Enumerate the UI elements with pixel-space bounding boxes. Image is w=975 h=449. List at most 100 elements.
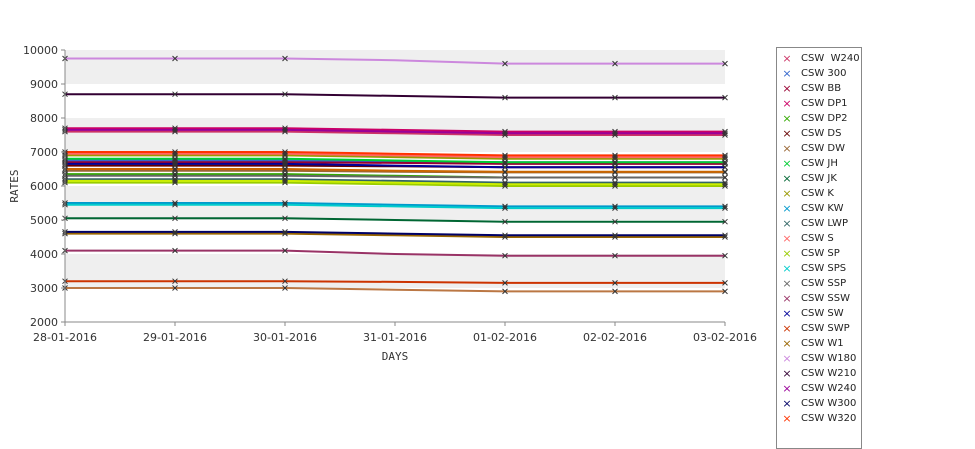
legend-label: CSW SPS xyxy=(801,263,847,274)
y-axis-title: RATES xyxy=(8,169,21,202)
data-point xyxy=(722,203,728,210)
data-point xyxy=(282,178,288,184)
legend-marker-icon: × xyxy=(782,277,792,290)
data-point xyxy=(612,174,618,181)
y-tick-label: 10000 xyxy=(23,44,58,57)
legend-marker-icon: × xyxy=(782,262,792,275)
data-point xyxy=(172,285,178,291)
data-point xyxy=(282,247,288,254)
legend-item: × CSW K xyxy=(777,187,861,201)
data-point xyxy=(282,127,288,133)
data-point xyxy=(282,201,288,208)
legend-item: × CSW W1 xyxy=(777,337,861,351)
legend-label: CSW W320 xyxy=(801,413,857,424)
legend-item: × CSW SSP xyxy=(777,277,861,291)
data-point xyxy=(612,218,618,225)
legend-item: × CSW DP1 xyxy=(777,97,861,111)
legend-marker-icon: × xyxy=(782,232,792,245)
data-point xyxy=(722,164,728,171)
legend-item: × CSW S xyxy=(777,232,861,246)
y-tick-label: 8000 xyxy=(30,112,58,125)
data-point xyxy=(282,55,288,62)
x-tick-label: 02-02-2016 xyxy=(583,331,647,344)
data-point xyxy=(172,178,178,184)
legend-label: CSW 300 xyxy=(801,68,847,79)
legend-item: × CSW DS xyxy=(777,127,861,141)
legend-label: CSW DP1 xyxy=(801,98,848,109)
data-point xyxy=(722,288,728,295)
data-point xyxy=(612,154,618,160)
y-tick-label: 6000 xyxy=(30,180,58,193)
legend: × CSW W240 × CSW 300 × CSW BB × CSW DP1 × CSW DP2… xyxy=(776,47,862,449)
data-point xyxy=(722,218,728,225)
data-point xyxy=(282,150,288,157)
legend-label: CSW JK xyxy=(801,173,837,184)
legend-item: × CSW W300 xyxy=(777,397,861,411)
data-point xyxy=(172,150,178,157)
data-point xyxy=(722,168,728,175)
data-point xyxy=(502,183,508,189)
data-point xyxy=(502,234,508,240)
data-point xyxy=(722,174,728,181)
legend-marker-icon: × xyxy=(782,52,792,65)
rates-line-chart: 2000 3000 4000 5000 6000 7000 8000 9000 10000 28-… xyxy=(8,44,757,363)
legend-item: × CSW SP xyxy=(777,247,861,261)
legend-marker-icon: × xyxy=(782,112,792,125)
y-tick-label: 2000 xyxy=(30,316,58,329)
data-point xyxy=(722,252,728,259)
data-point xyxy=(282,149,288,155)
data-point xyxy=(172,278,178,285)
legend-item: × CSW SSW xyxy=(777,292,861,306)
legend-label: CSW W300 xyxy=(801,398,857,409)
legend-label: CSW SW xyxy=(801,308,844,319)
data-point xyxy=(502,280,508,286)
legend-item: × CSW DP2 xyxy=(777,112,861,126)
data-point xyxy=(172,201,178,208)
legend-item: × CSW JH xyxy=(777,157,861,171)
y-tick-label: 9000 xyxy=(30,78,58,91)
data-point xyxy=(172,55,178,62)
legend-marker-icon: × xyxy=(782,187,792,200)
grid-band xyxy=(65,50,725,84)
legend-marker-icon: × xyxy=(782,292,792,305)
legend-label: CSW S xyxy=(801,233,834,244)
x-tick-label: 31-01-2016 xyxy=(363,331,427,344)
data-point xyxy=(722,154,728,160)
data-point xyxy=(502,152,508,159)
data-point xyxy=(612,94,618,101)
data-point xyxy=(612,288,618,295)
x-axis-title: DAYS xyxy=(382,350,409,363)
legend-marker-icon: × xyxy=(782,322,792,335)
legend-label: CSW W210 xyxy=(801,368,857,379)
legend-marker-icon: × xyxy=(782,337,792,350)
legend-marker-icon: × xyxy=(782,202,792,215)
data-point xyxy=(282,285,288,291)
x-tick-label: 30-01-2016 xyxy=(253,331,317,344)
data-point xyxy=(612,60,618,67)
data-point xyxy=(502,168,508,175)
legend-marker-icon: × xyxy=(782,157,792,170)
legend-label: CSW SWP xyxy=(801,323,850,334)
legend-marker-icon: × xyxy=(782,367,792,380)
data-point xyxy=(282,200,288,206)
data-point xyxy=(612,183,618,189)
y-tick-label: 4000 xyxy=(30,248,58,261)
data-point xyxy=(172,215,178,222)
legend-marker-icon: × xyxy=(782,82,792,95)
legend-item: × CSW LWP xyxy=(777,217,861,231)
legend-label: CSW W240 xyxy=(801,383,857,394)
legend-label: CSW DP2 xyxy=(801,113,848,124)
legend-marker-icon: × xyxy=(782,142,792,155)
legend-marker-icon: × xyxy=(782,172,792,185)
data-point xyxy=(172,172,178,179)
legend-label: CSW W240 xyxy=(801,53,860,64)
data-point xyxy=(282,230,288,237)
data-point xyxy=(282,161,288,167)
legend-marker-icon: × xyxy=(782,97,792,110)
data-point xyxy=(502,94,508,101)
axes: 2000 3000 4000 5000 6000 7000 8000 9000 10000 28-… xyxy=(23,44,757,344)
data-point xyxy=(502,181,508,188)
data-point xyxy=(722,60,728,67)
data-point xyxy=(282,278,288,285)
legend-marker-icon: × xyxy=(782,67,792,80)
